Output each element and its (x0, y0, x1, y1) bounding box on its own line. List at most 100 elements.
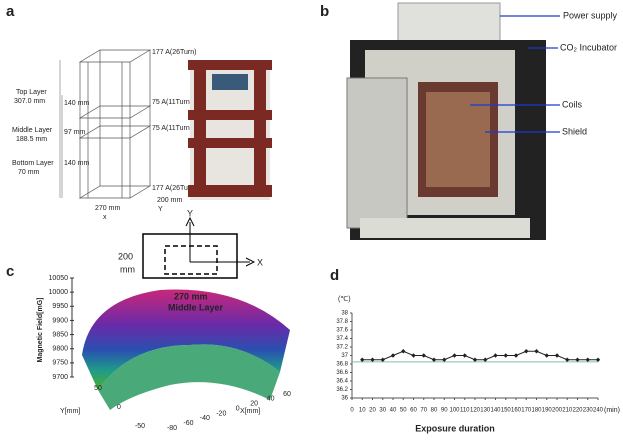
gap: 97 mm (64, 129, 86, 136)
x-tick-label: 90 (441, 408, 448, 414)
x-tick-label: 100 (449, 408, 460, 414)
coil-current: 75 A(11Turn) (152, 99, 192, 106)
inset-x: X (257, 257, 263, 267)
x-axis-label: Exposure duration (415, 423, 495, 433)
x-tick-label: 120 (470, 408, 481, 414)
layer-name: Bottom Layer (12, 160, 54, 167)
field-surface (98, 344, 280, 410)
x-tick-label: 240 (593, 408, 604, 414)
depth: 200 mm (157, 197, 182, 204)
data-point (554, 353, 560, 358)
x-tick-label: 200 (552, 408, 563, 414)
inset-diagram (142, 216, 256, 279)
x-tick-label: 150 (501, 408, 512, 414)
x-tick-label: -60 (183, 420, 193, 427)
y-axis-label: (℃) (338, 296, 351, 303)
x-tick-label: 130 (480, 408, 491, 414)
z-tick-label: 9850 (52, 331, 68, 338)
x-tick-label: 110 (460, 408, 470, 414)
x-tick-label: 40 (267, 396, 275, 403)
x-tick-label: 40 (390, 408, 397, 414)
data-point (524, 349, 529, 354)
inset-layer: Middle Layer (168, 302, 224, 312)
frame-drawing (59, 49, 152, 199)
x-tick-label: 80 (431, 408, 438, 414)
y-tick-label: 0 (117, 404, 121, 411)
inset-depth: mm (120, 264, 135, 274)
y-tick-label: 36.2 (336, 387, 348, 393)
x-tick-label: 170 (521, 408, 532, 414)
gap: 140 mm (64, 160, 89, 167)
x-tick-label: -20 (216, 410, 226, 417)
z-tick-label: 9950 (52, 303, 68, 310)
y-axis: Y (158, 206, 163, 213)
data-point (503, 353, 508, 358)
x-tick-label: 70 (420, 408, 427, 414)
coil-photo (188, 60, 272, 200)
z-tick-label: 9900 (52, 317, 68, 324)
x-tick-label: 210 (562, 408, 573, 414)
y-tick-label: 38 (341, 311, 348, 317)
x-tick-label: 230 (583, 408, 594, 414)
y-tick-label: 36.8 (336, 362, 348, 368)
y-tick-label: 36.4 (336, 379, 348, 385)
data-point (442, 357, 447, 362)
y-tick-label: -50 (135, 423, 145, 430)
field-surface (82, 289, 290, 390)
callout-lines (470, 15, 560, 133)
x-tick-label: 20 (250, 401, 258, 408)
x-tick-label: -80 (167, 425, 177, 432)
data-point (421, 353, 426, 358)
panel-label: a (6, 3, 15, 20)
callout: CO₂ Incubator (560, 42, 617, 52)
data-point (472, 357, 478, 362)
inset-depth: 200 (118, 251, 133, 261)
data-point (401, 349, 406, 354)
data-point (575, 357, 580, 362)
data-point (360, 357, 365, 362)
series-line (362, 350, 598, 361)
data-point (513, 353, 519, 358)
x-tick-label: 0 (236, 405, 240, 412)
y-tick-label: 37.6 (336, 328, 348, 334)
incubator-photo (346, 2, 546, 240)
y-tick-label: 37.4 (336, 336, 348, 342)
data-point (380, 357, 385, 362)
panel-label: b (320, 3, 329, 20)
data-point (595, 357, 601, 362)
layer-name: Top Layer (16, 89, 47, 96)
x-tick-label: 190 (542, 408, 553, 414)
y-tick-label: 36.6 (336, 370, 348, 376)
y-tick-label: 37.2 (336, 345, 348, 351)
x-axis: x (103, 214, 107, 221)
x-tick-label: 180 (531, 408, 542, 414)
data-point (411, 353, 416, 358)
y-tick-label: 50 (94, 385, 102, 392)
panel-label: d (330, 267, 339, 284)
x-tick-label: 60 (283, 391, 291, 398)
x-tick-label: -40 (200, 415, 210, 422)
x-tick-label: 10 (359, 408, 366, 414)
coil-current: 75 A(11Turn) (152, 125, 192, 132)
z-tick-label: 10050 (49, 275, 69, 282)
width: 270 mm (95, 205, 120, 212)
panel-label: c (6, 263, 14, 280)
data-point (452, 353, 457, 358)
x-tick-label: 220 (572, 408, 583, 414)
y-label: Y[mm] (60, 408, 80, 415)
gap: 140 mm (64, 100, 89, 107)
data-point (431, 357, 437, 362)
data-point (544, 353, 549, 358)
data-point (462, 353, 467, 358)
x-unit: (min) (604, 407, 620, 414)
z-tick-label: 9800 (52, 346, 68, 353)
coil-current: 177 A(26Turn) (152, 185, 197, 192)
z-tick-label: 9750 (52, 360, 68, 367)
data-point (534, 349, 539, 354)
layer-name: Middle Layer (12, 127, 53, 134)
x-tick-label: 160 (511, 408, 522, 414)
x-tick-label: 0 (350, 408, 354, 414)
y-tick-label: 37 (341, 353, 348, 359)
data-point (483, 357, 488, 362)
